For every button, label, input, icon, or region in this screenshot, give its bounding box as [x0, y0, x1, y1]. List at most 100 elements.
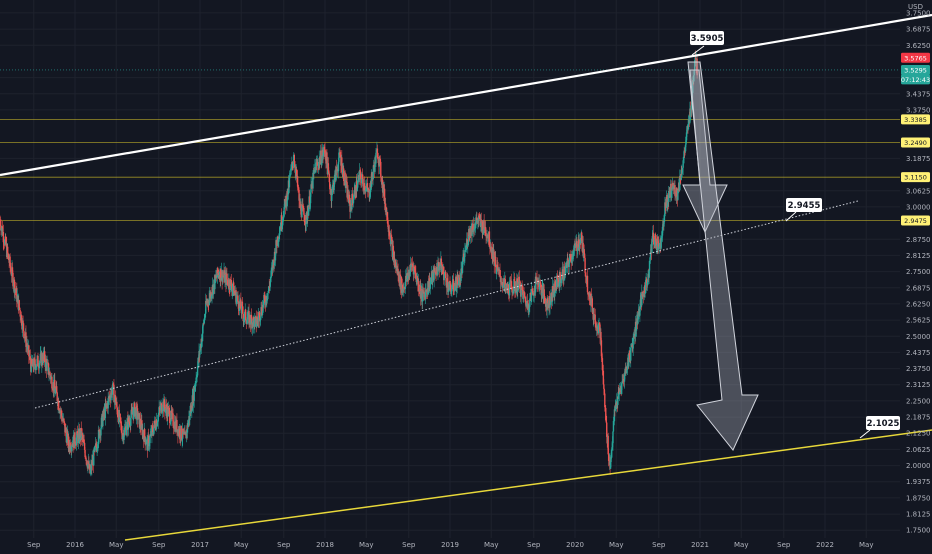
- candle-body: [527, 303, 530, 311]
- candle-body: [171, 412, 174, 414]
- y-tick-label: 2.5000: [906, 333, 931, 341]
- candle-body: [328, 170, 330, 174]
- candle-body: [0, 227, 3, 231]
- candle-body: [74, 443, 77, 446]
- candle-body: [505, 285, 507, 287]
- candle-body: [148, 442, 151, 447]
- candle-body: [523, 291, 525, 293]
- candle-body: [380, 161, 382, 177]
- candle-body: [693, 75, 695, 82]
- candle-body: [185, 430, 188, 439]
- candle-body: [212, 284, 215, 295]
- candle-body: [353, 190, 356, 198]
- candle-body: [583, 253, 586, 259]
- candle-body: [473, 228, 476, 231]
- candle-body: [157, 415, 159, 422]
- candle-body: [690, 108, 692, 117]
- candle-body: [107, 398, 109, 409]
- callout-top[interactable]: 3.5905: [690, 31, 724, 56]
- candle-body: [465, 243, 468, 250]
- candle-body: [508, 282, 511, 296]
- candle-body: [603, 388, 606, 394]
- candle-body: [269, 281, 271, 288]
- candle-body: [335, 167, 338, 171]
- candle-body: [684, 144, 687, 152]
- candle-body: [438, 261, 440, 267]
- candle-body: [347, 189, 349, 199]
- candle-body: [661, 226, 664, 236]
- candle-body: [229, 279, 231, 291]
- candle-body: [205, 300, 207, 314]
- candle-body: [181, 438, 183, 441]
- candle-body: [454, 285, 456, 292]
- candle-body: [629, 350, 631, 360]
- candle-body: [267, 293, 269, 299]
- candle-body: [254, 317, 256, 328]
- candle-body: [336, 168, 339, 172]
- candle-body: [180, 425, 182, 439]
- candle-body: [124, 427, 126, 428]
- candle-body: [123, 427, 126, 436]
- candle-body: [585, 276, 587, 277]
- candle-body: [300, 204, 302, 215]
- candle-body: [584, 258, 586, 273]
- candle-body: [580, 237, 582, 244]
- candle-body: [286, 200, 288, 206]
- candle-body: [196, 366, 199, 376]
- callout-mid[interactable]: 2.9455: [785, 198, 822, 222]
- candle-body: [565, 265, 567, 268]
- candle-body: [331, 195, 333, 202]
- candle-body: [495, 269, 498, 274]
- candle-body: [601, 356, 603, 359]
- candle-body: [605, 420, 607, 423]
- candle-body: [291, 162, 294, 165]
- price-tag: [901, 74, 930, 85]
- long-arrow[interactable]: [687, 61, 759, 451]
- lower-support-line[interactable]: [124, 429, 932, 541]
- candle-body: [323, 147, 326, 150]
- candle-body: [358, 170, 361, 180]
- candle-body: [321, 155, 323, 164]
- candle-body: [477, 219, 479, 223]
- candle-body: [96, 448, 98, 451]
- candle-body: [41, 355, 44, 362]
- candle-body: [571, 256, 574, 260]
- candle-body: [324, 153, 327, 157]
- candle-body: [117, 414, 119, 417]
- candle-body: [172, 413, 174, 426]
- candle-body: [142, 430, 144, 435]
- candle-body: [279, 226, 281, 232]
- candle-body: [614, 406, 617, 411]
- candle-body: [45, 358, 47, 363]
- candle-body: [637, 314, 639, 324]
- callout-bottom[interactable]: 2.1025: [859, 416, 900, 439]
- upper-channel-line[interactable]: [0, 13, 932, 177]
- candle-body: [56, 386, 58, 393]
- time-axis[interactable]: Sep 2016 May Sep 2017 May Sep 2018 May Sep 2019 May…: [27, 541, 873, 549]
- candle-body: [656, 236, 659, 251]
- candle-body: [386, 212, 389, 224]
- candle-body: [69, 442, 71, 451]
- candle-body: [383, 188, 386, 204]
- candle-body: [552, 286, 554, 296]
- candle-body: [132, 407, 135, 420]
- candle-body: [604, 393, 606, 408]
- candle-body: [471, 223, 474, 230]
- candle-body: [611, 447, 613, 450]
- candle-body: [423, 291, 425, 294]
- candle-body: [433, 267, 435, 281]
- candle-body: [371, 172, 373, 177]
- candle-body: [359, 170, 361, 172]
- candle-body: [261, 304, 264, 316]
- candle-body: [33, 358, 35, 370]
- candle-body: [439, 265, 441, 271]
- candle-body: [554, 281, 556, 293]
- candle-body: [136, 408, 139, 420]
- candle-body: [668, 190, 670, 202]
- candle-body: [194, 384, 196, 390]
- midline-dotted[interactable]: [34, 200, 859, 409]
- candle-body: [287, 180, 290, 195]
- candle-body: [224, 274, 226, 283]
